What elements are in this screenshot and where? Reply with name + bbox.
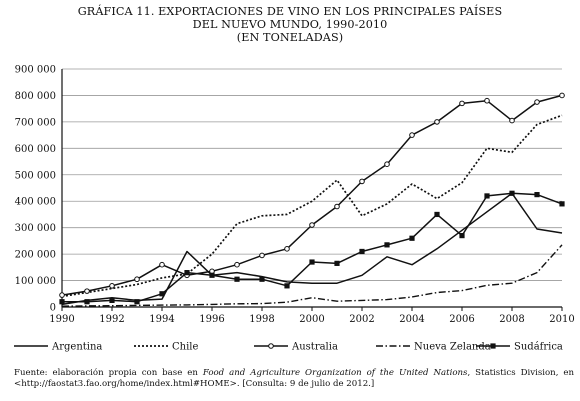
data-point-sudafrica bbox=[109, 297, 115, 303]
data-point-sudafrica bbox=[484, 193, 490, 199]
series-line-sudafrica bbox=[62, 192, 563, 303]
data-point-sudafrica bbox=[434, 211, 440, 218]
x-tick-label: 2004 bbox=[399, 314, 424, 325]
data-point-sudafrica bbox=[334, 260, 340, 266]
data-point-australia bbox=[134, 276, 140, 283]
data-point-sudafrica bbox=[84, 299, 90, 305]
data-point-australia bbox=[359, 178, 365, 185]
data-point-australia bbox=[459, 100, 465, 107]
x-tick-label: 1990 bbox=[49, 314, 74, 325]
data-point-australia bbox=[334, 203, 340, 210]
data-point-sudafrica bbox=[284, 283, 290, 289]
data-point-australia bbox=[284, 246, 290, 252]
legend-label-chile: Chile bbox=[172, 342, 198, 353]
line-chart: 0 100 000 200 000 300 000 400 000 500 000 600 … bbox=[14, 65, 575, 353]
source-suffix: , Statistics Division, en <http://faosta… bbox=[14, 368, 575, 389]
x-tick-label: 2010 bbox=[549, 314, 574, 325]
x-tick-label: 1994 bbox=[149, 314, 174, 325]
y-tick-label: 300 000 bbox=[15, 223, 56, 234]
data-point-australia bbox=[484, 97, 490, 104]
y-tick-label: 0 bbox=[50, 303, 56, 314]
legend-marker-sudafrica bbox=[490, 343, 496, 349]
data-point-australia bbox=[109, 283, 115, 289]
data-point-australia bbox=[534, 99, 540, 105]
data-point-australia bbox=[434, 119, 440, 125]
y-tick-label: 600 000 bbox=[15, 144, 56, 155]
chart-title-line-1: GRÁFICA 11. EXPORTACIONES DE VINO EN LOS… bbox=[77, 5, 503, 18]
data-point-sudafrica bbox=[384, 242, 390, 248]
data-point-sudafrica bbox=[534, 192, 540, 198]
x-tick-label: 2002 bbox=[349, 314, 374, 325]
data-point-australia bbox=[259, 252, 265, 259]
x-tick-label: 2006 bbox=[449, 314, 474, 325]
y-tick-label: 800 000 bbox=[15, 91, 56, 102]
data-point-sudafrica bbox=[359, 248, 365, 255]
data-point-sudafrica bbox=[209, 272, 215, 278]
series-line-nueva-zelanda bbox=[61, 244, 563, 307]
data-point-australia bbox=[59, 292, 65, 298]
y-tick-label: 200 000 bbox=[15, 250, 56, 261]
data-point-australia bbox=[84, 288, 90, 294]
x-tick-label: 1998 bbox=[249, 314, 274, 325]
x-tick-label: 1992 bbox=[99, 314, 124, 325]
data-point-sudafrica bbox=[259, 276, 265, 282]
series-line-argentina bbox=[61, 192, 563, 306]
x-tick-label: 2000 bbox=[299, 314, 324, 325]
data-point-sudafrica bbox=[309, 259, 315, 265]
x-tick-label: 1996 bbox=[199, 314, 224, 325]
data-point-sudafrica bbox=[409, 235, 415, 241]
legend-label-nueva-zelanda: Nueva Zelanda bbox=[414, 342, 491, 353]
legend-label-argentina: Argentina bbox=[51, 342, 102, 353]
data-point-australia bbox=[159, 261, 165, 268]
series-line-chile bbox=[61, 114, 563, 298]
legend-marker-australia bbox=[268, 343, 274, 349]
legend-label-sudafrica: Sudáfrica bbox=[514, 342, 563, 353]
data-point-sudafrica bbox=[559, 201, 565, 207]
x-tick-label: 2008 bbox=[499, 314, 524, 325]
y-tick-label: 700 000 bbox=[15, 117, 56, 128]
legend-label-australia: Australia bbox=[291, 342, 338, 353]
data-point-sudafrica bbox=[509, 190, 515, 196]
source-publication: Food and Agriculture Organization of the… bbox=[202, 368, 468, 378]
data-point-sudafrica bbox=[459, 233, 465, 239]
source-note: Fuente: elaboración propia con base en F… bbox=[14, 368, 574, 390]
data-point-sudafrica bbox=[184, 270, 190, 276]
chart-title-line-2: DEL NUEVO MUNDO, 1990-2010 bbox=[192, 18, 388, 31]
chart-title-line-3: (EN TONELADAS) bbox=[236, 31, 344, 44]
y-tick-label: 900 000 bbox=[15, 65, 56, 76]
y-tick-label: 100 000 bbox=[15, 276, 56, 287]
y-tick-label: 400 000 bbox=[15, 197, 56, 208]
data-point-sudafrica bbox=[234, 276, 240, 282]
data-point-sudafrica bbox=[134, 299, 140, 305]
data-point-australia bbox=[559, 92, 565, 99]
data-point-sudafrica bbox=[59, 299, 65, 305]
data-point-australia bbox=[384, 161, 390, 167]
y-tick-label: 500 000 bbox=[15, 170, 56, 181]
data-point-sudafrica bbox=[159, 291, 165, 297]
data-point-australia bbox=[509, 117, 515, 124]
data-point-australia bbox=[309, 222, 315, 228]
data-point-australia bbox=[409, 132, 415, 138]
source-prefix: Fuente: elaboración propia con base en bbox=[14, 368, 203, 378]
data-point-australia bbox=[234, 261, 240, 268]
